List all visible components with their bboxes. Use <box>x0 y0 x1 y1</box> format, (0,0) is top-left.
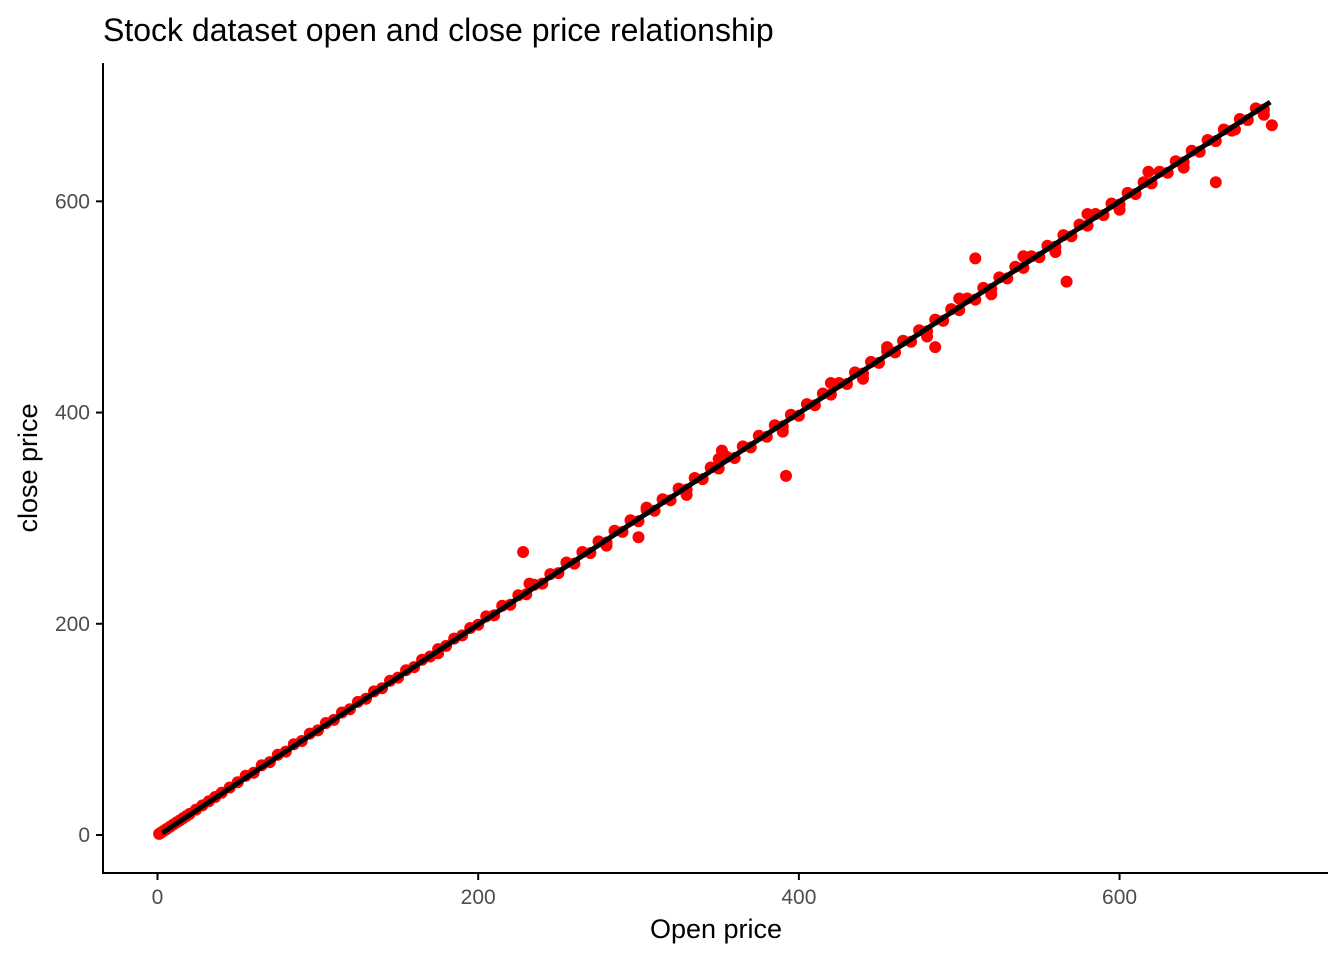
y-tick-label: 0 <box>78 824 90 847</box>
data-point <box>1257 108 1270 121</box>
data-point <box>780 469 792 482</box>
x-tick-label: 400 <box>781 886 816 909</box>
data-point <box>1017 250 1030 263</box>
data-point <box>1060 275 1073 288</box>
x-ticks: 0 200 400 600 <box>152 873 1137 909</box>
data-point <box>929 341 942 354</box>
y-tick-label: 200 <box>55 613 90 636</box>
data-point <box>1142 165 1155 178</box>
data-point <box>632 531 645 544</box>
y-tick-label: 400 <box>55 402 90 425</box>
regression-line <box>160 100 1272 835</box>
data-point <box>1081 208 1094 220</box>
y-tick-label: 600 <box>55 190 90 213</box>
data-point <box>1113 203 1126 216</box>
x-axis-label: Open price <box>650 914 782 944</box>
data-point <box>715 444 728 457</box>
data-point <box>1209 176 1222 189</box>
data-point <box>969 252 982 265</box>
data-point <box>985 288 998 301</box>
x-tick-label: 200 <box>461 886 496 909</box>
x-tick-label: 600 <box>1102 886 1137 909</box>
data-point <box>1177 161 1190 174</box>
chart-title: Stock dataset open and close price relat… <box>103 12 774 48</box>
y-ticks: 0 200 400 600 <box>55 190 103 847</box>
data-point <box>857 372 869 385</box>
y-axis-label: close price <box>13 403 43 532</box>
fit-line-layer <box>160 100 1272 835</box>
data-point <box>824 377 837 389</box>
data-point <box>517 546 530 558</box>
data-point <box>1265 119 1278 132</box>
data-point <box>953 292 966 305</box>
data-point <box>1049 246 1062 258</box>
data-point <box>921 330 934 343</box>
x-tick-label: 0 <box>152 886 164 909</box>
